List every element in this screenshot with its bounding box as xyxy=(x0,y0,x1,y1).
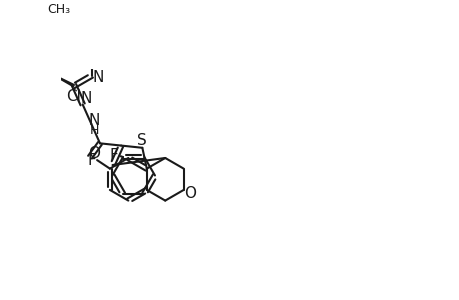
Text: H: H xyxy=(90,124,99,137)
Text: O: O xyxy=(88,146,100,161)
Text: O: O xyxy=(184,186,196,201)
Text: F: F xyxy=(87,153,96,168)
Text: N: N xyxy=(81,91,92,106)
Text: N: N xyxy=(92,70,103,85)
Text: Cl: Cl xyxy=(66,89,80,104)
Text: S: S xyxy=(137,133,147,148)
Text: F: F xyxy=(109,148,118,163)
Text: N: N xyxy=(89,113,100,128)
Text: CH₃: CH₃ xyxy=(48,4,71,16)
